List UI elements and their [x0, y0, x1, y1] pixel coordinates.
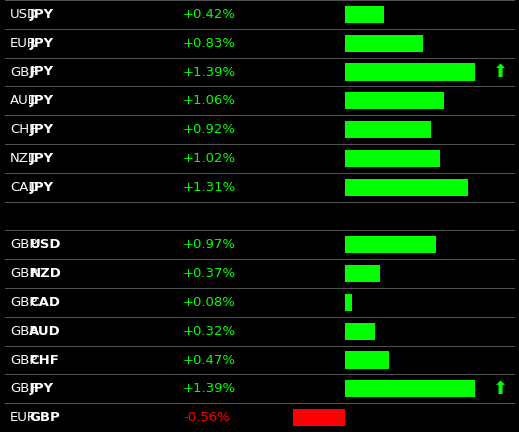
Bar [293, 409, 345, 426]
Bar [345, 294, 352, 311]
Text: CAD: CAD [30, 296, 60, 309]
Text: NZD: NZD [30, 267, 61, 280]
Text: GBP: GBP [10, 296, 37, 309]
Bar [345, 35, 422, 52]
Text: CHF: CHF [30, 353, 59, 366]
Bar [345, 178, 468, 196]
Text: +1.39%: +1.39% [183, 66, 236, 79]
Text: USD: USD [30, 238, 61, 251]
Text: JPY: JPY [30, 382, 53, 395]
Bar [345, 236, 436, 254]
Text: GBP: GBP [10, 238, 37, 251]
Text: ⬆: ⬆ [493, 63, 508, 81]
Text: JPY: JPY [30, 181, 53, 194]
Text: CHF: CHF [10, 123, 37, 136]
Text: ⬆: ⬆ [493, 380, 508, 398]
Text: +1.39%: +1.39% [183, 382, 236, 395]
Text: GBP: GBP [10, 382, 37, 395]
Text: GBP: GBP [10, 267, 37, 280]
Text: +0.97%: +0.97% [183, 238, 236, 251]
Text: JPY: JPY [30, 123, 53, 136]
Text: +0.32%: +0.32% [183, 325, 236, 338]
Text: +0.08%: +0.08% [183, 296, 236, 309]
Text: USD: USD [10, 8, 38, 21]
Text: +0.47%: +0.47% [183, 353, 236, 366]
Bar [345, 92, 444, 109]
Text: +0.83%: +0.83% [183, 37, 236, 50]
Text: +0.37%: +0.37% [183, 267, 236, 280]
Text: GBP: GBP [30, 411, 60, 424]
Text: AUD: AUD [30, 325, 61, 338]
Text: -0.56%: -0.56% [183, 411, 230, 424]
Text: +1.31%: +1.31% [183, 181, 236, 194]
Bar [345, 265, 379, 282]
Text: GBP: GBP [10, 66, 37, 79]
Bar [345, 121, 431, 138]
Text: NZD: NZD [10, 152, 39, 165]
Bar [345, 351, 389, 368]
Bar [345, 380, 475, 397]
Text: +0.42%: +0.42% [183, 8, 236, 21]
Text: JPY: JPY [30, 37, 53, 50]
Text: EUR: EUR [10, 37, 37, 50]
Text: GBP: GBP [10, 353, 37, 366]
Bar [345, 64, 475, 81]
Text: AUD: AUD [10, 94, 39, 107]
Text: JPY: JPY [30, 66, 53, 79]
Bar [345, 150, 441, 167]
Text: GBP: GBP [10, 325, 37, 338]
Bar [345, 6, 384, 23]
Text: +1.02%: +1.02% [183, 152, 236, 165]
Text: +0.92%: +0.92% [183, 123, 236, 136]
Bar [345, 323, 375, 340]
Text: JPY: JPY [30, 94, 53, 107]
Text: CAD: CAD [10, 181, 38, 194]
Text: EUR: EUR [10, 411, 37, 424]
Text: JPY: JPY [30, 8, 53, 21]
Text: JPY: JPY [30, 152, 53, 165]
Text: +1.06%: +1.06% [183, 94, 236, 107]
